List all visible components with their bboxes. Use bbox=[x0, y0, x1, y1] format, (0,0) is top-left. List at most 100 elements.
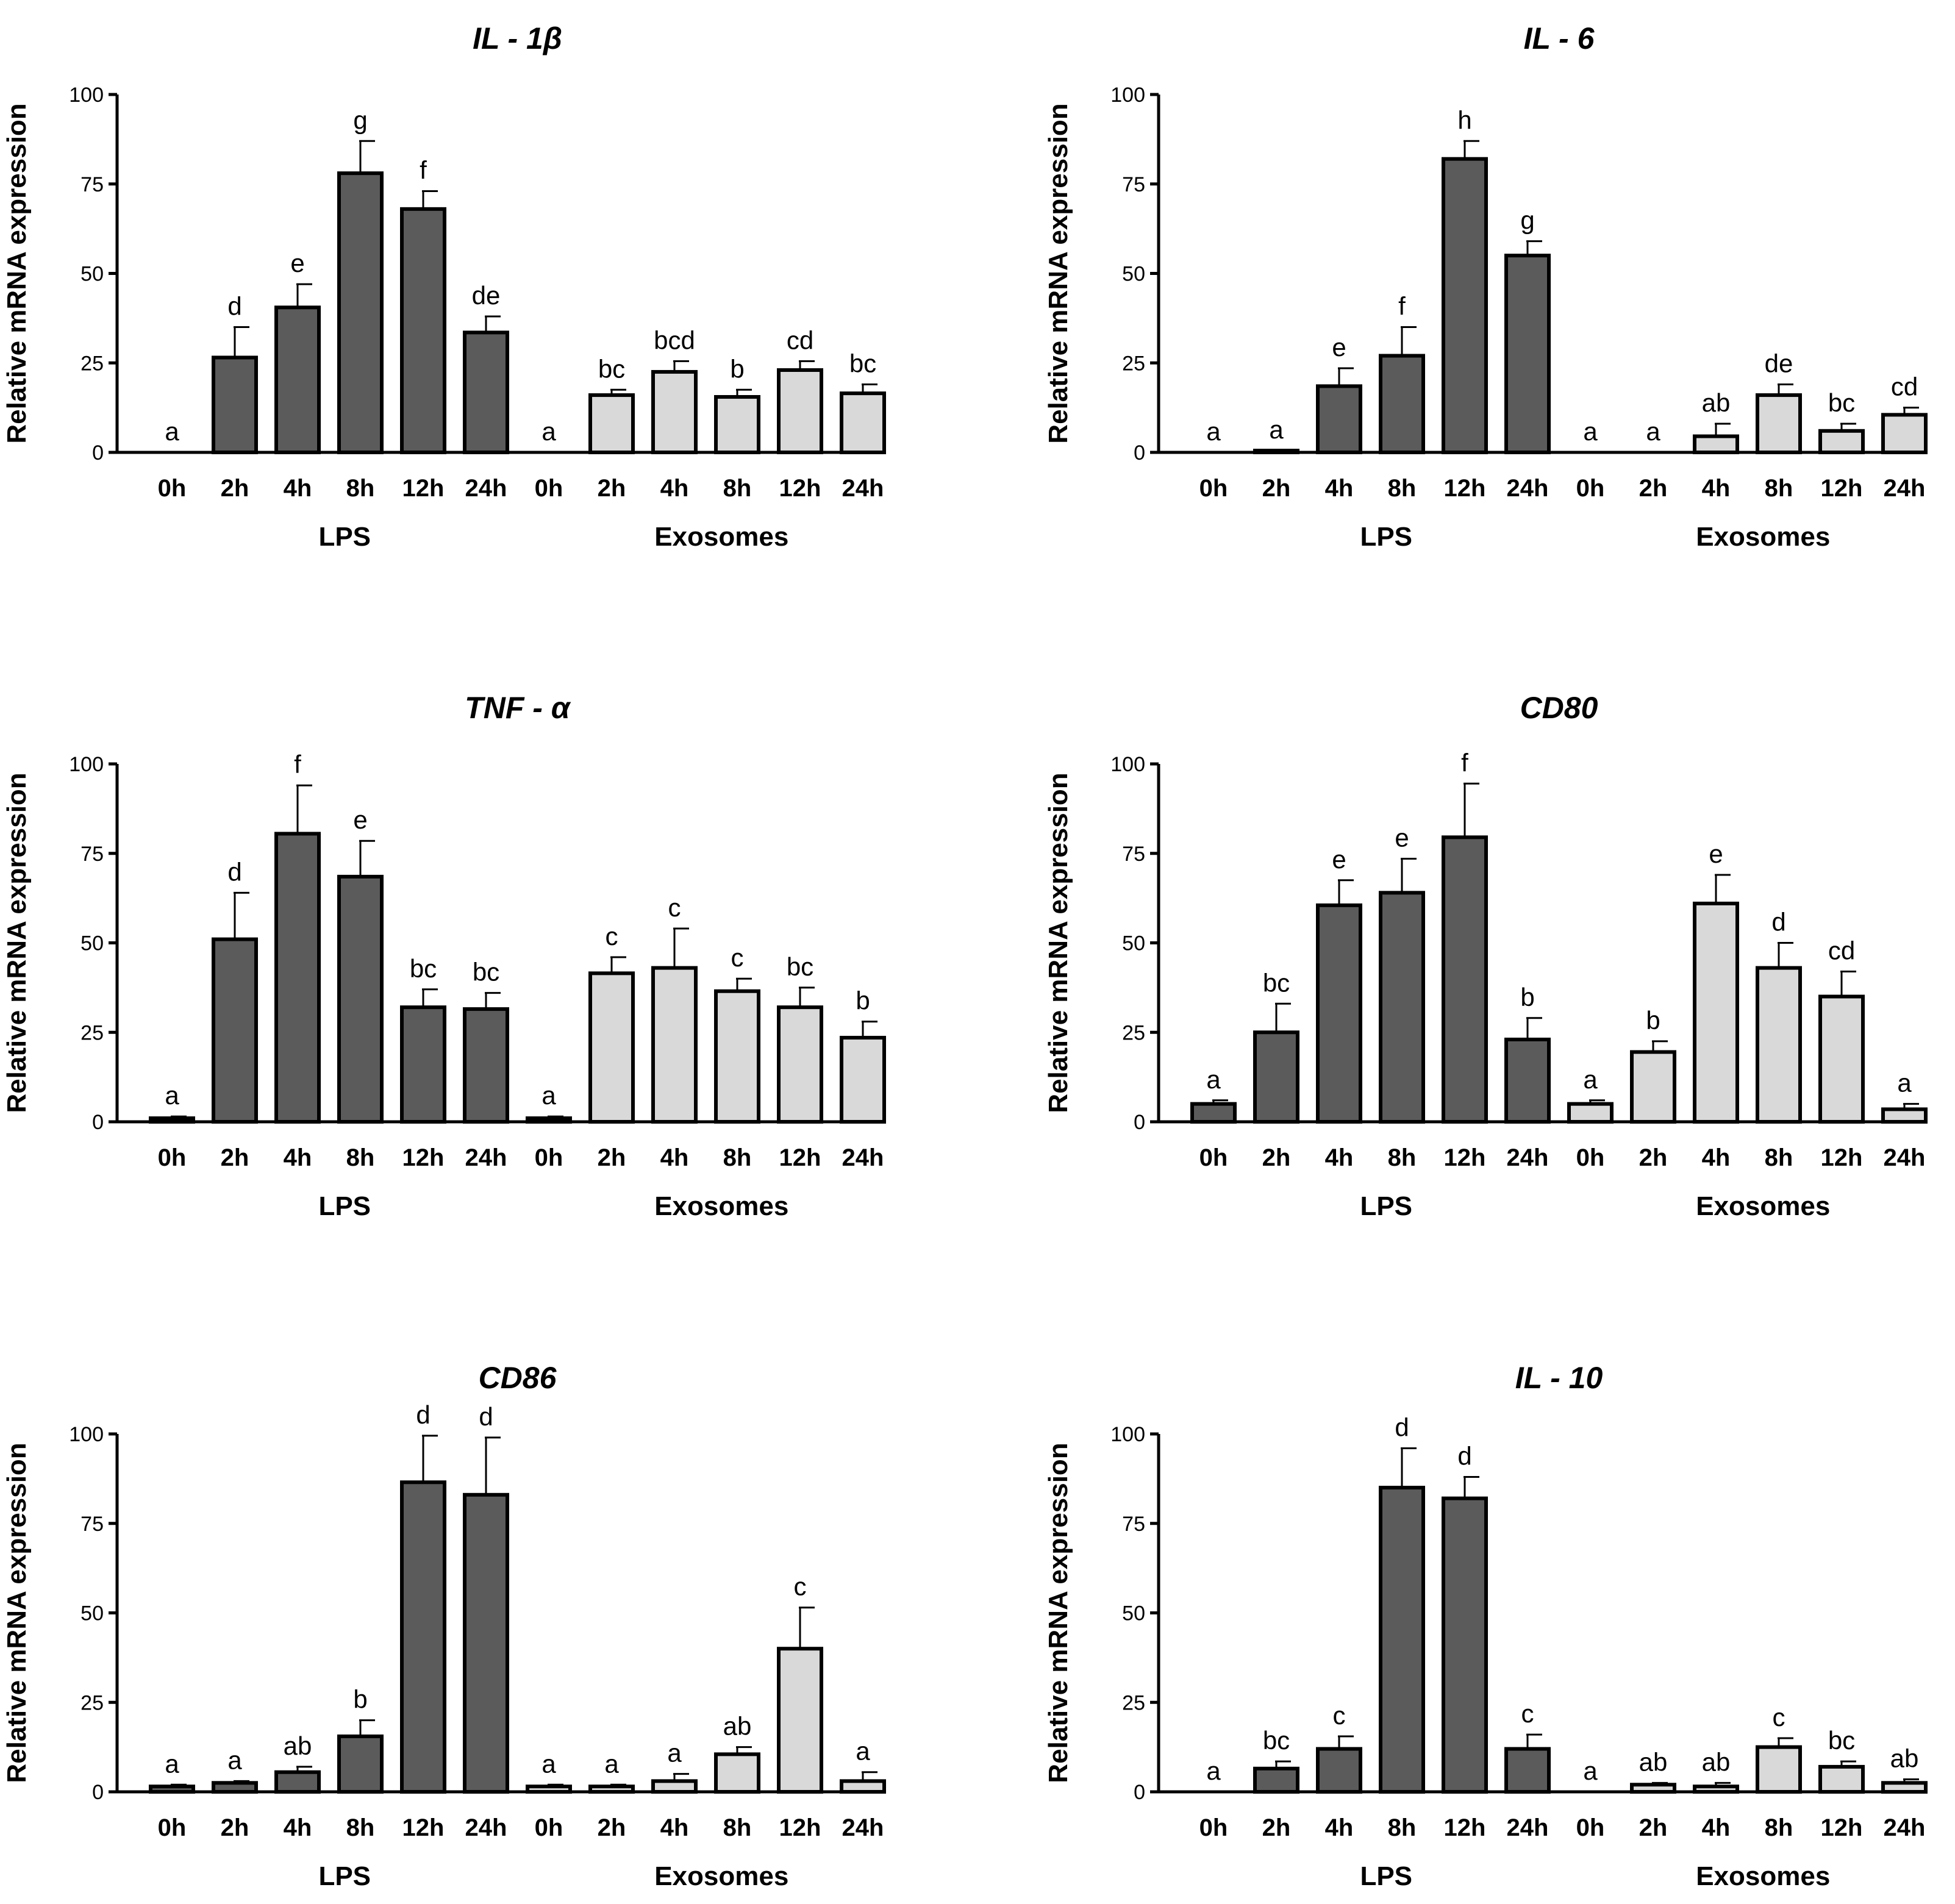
bar bbox=[1442, 157, 1488, 454]
x-tick-label: 4h bbox=[1702, 1144, 1731, 1171]
significance-letter: a bbox=[165, 1081, 179, 1110]
significance-letter: bc bbox=[787, 952, 813, 981]
bar bbox=[1504, 254, 1551, 454]
significance-letter: bcd bbox=[654, 326, 695, 354]
bar bbox=[1253, 449, 1299, 455]
bar bbox=[1190, 1102, 1237, 1124]
bar bbox=[149, 1116, 195, 1124]
y-tick-label: 75 bbox=[1122, 1513, 1145, 1536]
bar bbox=[1379, 354, 1425, 455]
significance-letter: cd bbox=[787, 326, 813, 354]
x-tick-label: 4h bbox=[1702, 475, 1731, 502]
significance-letter: a bbox=[1646, 417, 1660, 446]
x-tick-label: 0h bbox=[158, 1144, 187, 1171]
x-tick-label: 12h bbox=[402, 1144, 445, 1171]
significance-letter: c bbox=[731, 943, 744, 972]
significance-letter: a bbox=[1206, 417, 1221, 446]
y-axis-label: Relative mRNA expression bbox=[1043, 103, 1073, 443]
x-tick-label: 24h bbox=[842, 475, 884, 502]
x-tick-label: 24h bbox=[1507, 475, 1549, 502]
significance-letter: f bbox=[1398, 292, 1406, 321]
bar bbox=[840, 1779, 886, 1794]
x-tick-label: 2h bbox=[598, 475, 626, 502]
group-label: LPS bbox=[318, 522, 371, 552]
x-tick-label: 8h bbox=[1388, 1814, 1417, 1841]
significance-letter: b bbox=[856, 986, 870, 1015]
bar bbox=[1316, 384, 1362, 455]
x-tick-label: 12h bbox=[1821, 1814, 1863, 1841]
significance-letter: a bbox=[541, 417, 556, 446]
bar bbox=[651, 966, 698, 1124]
y-tick-label: 25 bbox=[1122, 352, 1145, 375]
bar bbox=[714, 395, 760, 455]
group-label: LPS bbox=[1360, 522, 1412, 552]
y-tick-label: 75 bbox=[1122, 843, 1145, 866]
bar bbox=[526, 1116, 572, 1124]
bar bbox=[526, 1785, 572, 1794]
bar bbox=[1379, 1486, 1425, 1794]
significance-letter: a bbox=[165, 417, 179, 446]
y-tick-label: 50 bbox=[80, 1602, 104, 1625]
significance-letter: c bbox=[794, 1572, 807, 1601]
significance-letter: a bbox=[667, 1739, 682, 1767]
bar bbox=[337, 874, 384, 1124]
x-tick-label: 24h bbox=[1884, 475, 1926, 502]
bar bbox=[274, 305, 321, 455]
y-tick-label: 0 bbox=[92, 1111, 104, 1134]
bar bbox=[1818, 429, 1865, 455]
group-label: LPS bbox=[318, 1191, 371, 1221]
y-axis-label: Relative mRNA expression bbox=[2, 1442, 32, 1783]
x-tick-label: 8h bbox=[723, 475, 752, 502]
group-label: Exosomes bbox=[1696, 1191, 1830, 1221]
x-tick-label: 2h bbox=[221, 1144, 249, 1171]
significance-letter: f bbox=[420, 155, 427, 184]
bar bbox=[588, 1785, 635, 1794]
chart-title: CD86 bbox=[479, 1361, 557, 1395]
x-tick-label: 0h bbox=[535, 475, 563, 502]
chart-title: IL - 1β bbox=[473, 21, 562, 55]
bar bbox=[588, 393, 635, 455]
y-tick-label: 0 bbox=[1134, 1781, 1145, 1804]
y-tick-label: 0 bbox=[92, 1781, 104, 1804]
y-tick-label: 50 bbox=[1122, 263, 1145, 286]
x-tick-label: 8h bbox=[723, 1814, 752, 1841]
x-tick-label: 0h bbox=[1576, 475, 1605, 502]
x-tick-label: 8h bbox=[346, 1144, 375, 1171]
bar bbox=[714, 989, 760, 1124]
bar bbox=[777, 368, 823, 454]
x-tick-label: 0h bbox=[1199, 1814, 1228, 1841]
bar bbox=[1504, 1747, 1551, 1794]
x-tick-label: 24h bbox=[1507, 1144, 1549, 1171]
group-label: LPS bbox=[1360, 1861, 1412, 1891]
bar bbox=[212, 355, 258, 454]
y-tick-label: 50 bbox=[1122, 1602, 1145, 1625]
significance-letter: ab bbox=[1702, 388, 1731, 417]
chart-title: IL - 10 bbox=[1515, 1361, 1603, 1395]
significance-letter: d bbox=[479, 1402, 493, 1431]
x-tick-label: 2h bbox=[221, 475, 249, 502]
bar bbox=[1253, 1030, 1299, 1124]
significance-letter: e bbox=[1395, 824, 1409, 852]
x-tick-label: 4h bbox=[660, 1814, 689, 1841]
bar bbox=[1756, 1745, 1802, 1794]
y-tick-label: 50 bbox=[1122, 932, 1145, 955]
y-tick-label: 75 bbox=[1122, 173, 1145, 196]
y-tick-label: 25 bbox=[80, 352, 104, 375]
significance-letter: bc bbox=[1828, 388, 1855, 417]
x-tick-label: 2h bbox=[1639, 1814, 1668, 1841]
x-tick-label: 24h bbox=[842, 1814, 884, 1841]
group-label: Exosomes bbox=[654, 1861, 788, 1891]
bar bbox=[777, 1005, 823, 1124]
group-label: Exosomes bbox=[1696, 522, 1830, 552]
significance-letter: bc bbox=[473, 958, 499, 986]
x-tick-label: 12h bbox=[1444, 1814, 1486, 1841]
significance-letter: b bbox=[1646, 1006, 1660, 1035]
group-label: Exosomes bbox=[1696, 1861, 1830, 1891]
x-tick-label: 4h bbox=[1702, 1814, 1731, 1841]
chart-panel-5: CD86 Relative mRNA expression 0 25 50 75 100 a 0… bbox=[2, 1361, 886, 1891]
bar bbox=[840, 391, 886, 455]
significance-letter: a bbox=[604, 1749, 619, 1778]
y-tick-label: 25 bbox=[1122, 1021, 1145, 1044]
significance-letter: ab bbox=[723, 1712, 752, 1741]
y-tick-label: 0 bbox=[1134, 441, 1145, 465]
